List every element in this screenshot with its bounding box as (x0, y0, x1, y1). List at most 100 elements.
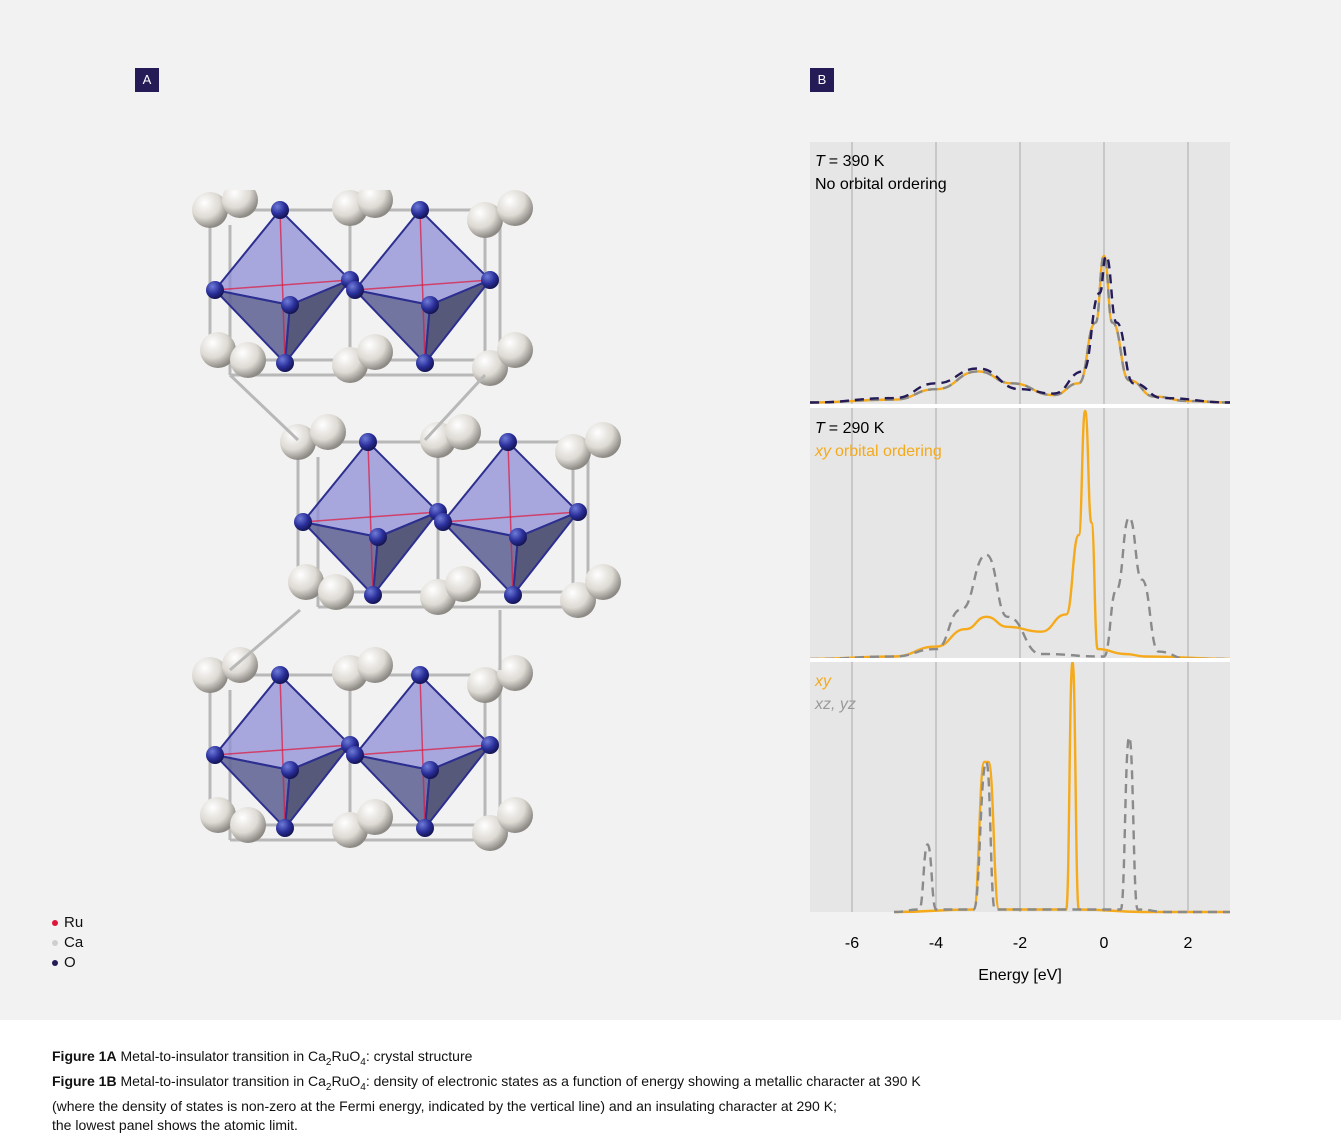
panel-b-tag: B (810, 68, 834, 92)
oxygen-atom (499, 433, 517, 451)
ru-o-bond (419, 209, 426, 364)
calcium-atom (192, 192, 228, 228)
ru-o-bond (214, 744, 351, 756)
panel3-legend-xy: xy (814, 673, 832, 690)
interlayer-link (228, 373, 300, 442)
oxygen-atom (271, 201, 289, 219)
x-tick-label-0: -6 (845, 935, 859, 952)
panel1-temperature-label: T = 390 K (815, 153, 885, 170)
calcium-atom (357, 799, 393, 835)
x-axis-label: Energy [eV] (978, 967, 1062, 984)
x-tick-label-3: 0 (1100, 935, 1109, 952)
oxygen-atom (411, 666, 429, 684)
perovskite-layer-2 (280, 414, 621, 618)
oxygen-atom (504, 586, 522, 604)
caption-b-tail: : density of electronic states as a func… (365, 1072, 921, 1089)
oxygen-atom (421, 761, 439, 779)
calcium-atom (497, 797, 533, 833)
interlayer-link (229, 608, 301, 672)
panel2-subtitle: xy orbital ordering (814, 443, 942, 460)
calcium-atom (200, 332, 236, 368)
calcium-atom (467, 667, 503, 703)
oxygen-atom (276, 819, 294, 837)
calcium-atom (497, 655, 533, 691)
calcium-atom (560, 582, 596, 618)
oxygen-atom (294, 513, 312, 531)
legend-item-o: O (52, 953, 83, 973)
caption-line-a: Figure 1A Metal-to-insulator transition … (52, 1047, 1302, 1072)
oxygen-atom (369, 528, 387, 546)
ru-o-bond (442, 511, 579, 523)
x-tick-label-1: -4 (929, 935, 943, 952)
ruo6-octahedron (346, 666, 499, 837)
oxygen-atom (416, 819, 434, 837)
figure-panel: A B Ru Ca O (0, 0, 1341, 1020)
calcium-atom (467, 202, 503, 238)
x-tick-label-4: 2 (1184, 935, 1193, 952)
panel3-series-2 (893, 735, 1230, 914)
ru-dot-icon (52, 920, 58, 926)
panel-separator-1 (810, 404, 1230, 408)
octahedron-side-face (423, 742, 494, 832)
panel-a-tag: A (135, 68, 159, 92)
oxygen-atom (206, 281, 224, 299)
ru-o-bond (279, 674, 286, 829)
panel2-series-1 (809, 409, 1231, 661)
calcium-atom (497, 332, 533, 368)
oxygen-atom (276, 354, 294, 372)
caption-a-mid: RuO (331, 1048, 361, 1064)
ru-o-bond (419, 674, 426, 829)
dos-chart: T = 390 K No orbital ordering T = 290 K xy… (809, 142, 1231, 984)
caption-line-4: the lowest panel shows the atomic limit. (52, 1116, 298, 1133)
octahedron-side-face (511, 509, 582, 599)
calcium-atom (497, 190, 533, 226)
oxygen-atom (346, 281, 364, 299)
calcium-atom (230, 807, 266, 843)
oxygen-atom (281, 761, 299, 779)
calcium-atom (222, 647, 258, 683)
caption-line-3: (where the density of states is non-zero… (52, 1097, 837, 1114)
calcium-atom (357, 334, 393, 370)
caption-b-text: Metal-to-insulator transition in Ca (120, 1072, 326, 1089)
atom-legend: Ru Ca O (52, 913, 83, 973)
ru-o-bond (354, 279, 491, 291)
oxygen-atom (364, 586, 382, 604)
ru-o-bond (507, 441, 514, 596)
calcium-atom (310, 414, 346, 450)
ru-o-bond (214, 279, 351, 291)
panel1-series-3 (809, 254, 1231, 404)
ruo6-octahedron (206, 666, 359, 837)
calcium-atom (585, 422, 621, 458)
o-dot-icon (52, 960, 58, 966)
legend-item-ca: Ca (52, 933, 83, 953)
figure-caption: Figure 1A Metal-to-insulator transition … (52, 1047, 1302, 1135)
oxygen-atom (421, 296, 439, 314)
perovskite-layer-3 (192, 647, 533, 851)
oxygen-atom (346, 746, 364, 764)
ruo6-octahedron (206, 201, 359, 372)
x-tick-label-2: -2 (1013, 935, 1027, 952)
caption-b-sub1: 2 (325, 1081, 332, 1093)
caption-a-sub1: 2 (325, 1056, 332, 1068)
calcium-atom (555, 434, 591, 470)
caption-a-text: Metal-to-insulator transition in Ca (120, 1048, 326, 1064)
octahedron-side-face (283, 277, 354, 367)
calcium-atom (472, 350, 508, 386)
calcium-atom (192, 657, 228, 693)
crystal-structure-illustration (192, 190, 621, 851)
caption-a-label: Figure 1A (52, 1048, 117, 1064)
oxygen-atom (569, 503, 587, 521)
calcium-atom (230, 342, 266, 378)
legend-label-ru: Ru (64, 914, 84, 931)
octahedron-side-face (371, 509, 442, 599)
calcium-atom (357, 190, 393, 218)
caption-a-tail: : crystal structure (365, 1048, 473, 1064)
caption-b-label: Figure 1B (52, 1072, 117, 1089)
ruo6-octahedron (346, 201, 499, 372)
oxygen-atom (281, 296, 299, 314)
oxygen-atom (271, 666, 289, 684)
calcium-atom (200, 797, 236, 833)
calcium-atom (445, 414, 481, 450)
caption-a-sub2: 4 (360, 1056, 366, 1068)
ru-o-bond (302, 511, 439, 523)
